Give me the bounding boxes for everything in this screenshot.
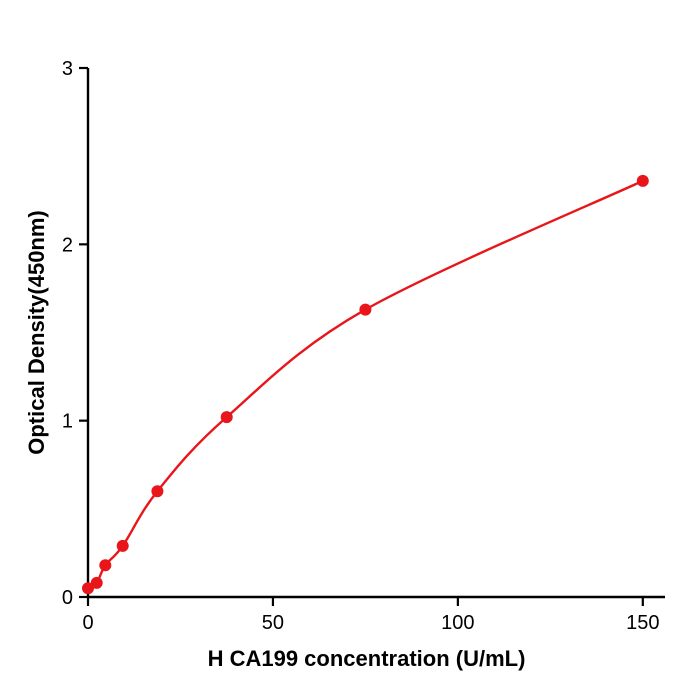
y-tick-label: 0 [62, 587, 73, 609]
x-tick-label: 150 [626, 612, 659, 634]
data-point-marker [220, 411, 233, 424]
y-tick-label: 3 [62, 58, 73, 80]
x-tick-label: 100 [441, 612, 474, 634]
data-point-marker [99, 559, 112, 572]
data-point-marker [116, 539, 129, 552]
data-point-marker [636, 174, 649, 187]
data-point-marker [151, 485, 164, 498]
y-tick-label: 2 [62, 234, 73, 256]
data-point-marker [359, 303, 372, 316]
x-tick-label: 0 [82, 612, 93, 634]
x-tick-label: 50 [262, 612, 284, 634]
data-point-marker [82, 582, 94, 595]
curve-line [87, 179, 644, 590]
x-axis-title: H CA199 concentration (U/mL) [208, 646, 526, 671]
y-axis-title: Optical Density(450nm) [24, 210, 49, 455]
y-tick-label: 1 [62, 411, 73, 433]
data-point-marker [90, 576, 103, 589]
